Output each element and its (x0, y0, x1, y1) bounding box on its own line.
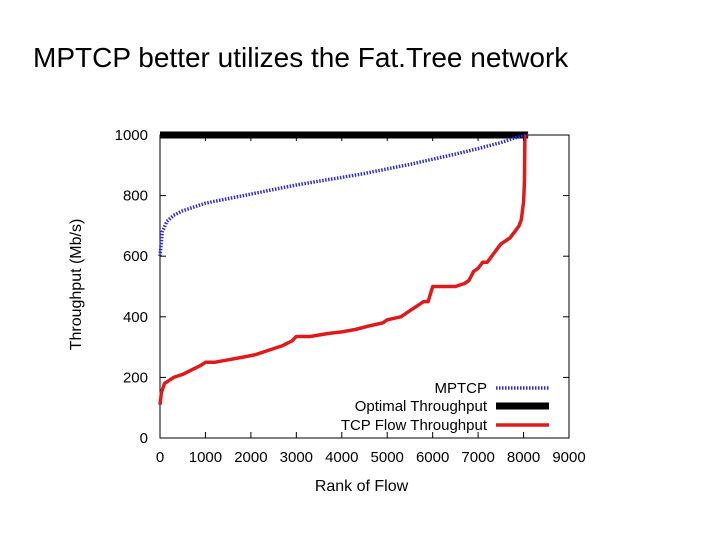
slide-title: MPTCP better utilizes the Fat.Tree netwo… (33, 42, 569, 73)
plot-frame (159, 134, 570, 439)
plot-border (159, 134, 570, 439)
y-tick-label: 600 (123, 248, 148, 265)
x-tick-label: 1000 (189, 449, 222, 466)
y-tick-label: 0 (140, 430, 148, 447)
y-tick-label: 800 (123, 188, 148, 205)
x-tick-label: 6000 (416, 449, 449, 466)
x-tick-label: 5000 (371, 449, 404, 466)
x-tick-label: 9000 (552, 449, 585, 466)
x-tick-label: 8000 (507, 449, 540, 466)
y-tick-label: 1000 (115, 127, 148, 144)
x-axis-label: Rank of Flow (315, 478, 409, 495)
ticks-layer: 0 1000 2000 3000 4000 5000 6000 7000 8000 9000 0 20… (115, 127, 586, 466)
series-line-mptcp (158, 133, 529, 257)
x-tick-label: 0 (156, 449, 164, 466)
x-tick-label: 2000 (234, 449, 267, 466)
y-axis-label: Throughput (Mb/s) (68, 219, 85, 351)
x-tick-label: 7000 (461, 449, 494, 466)
legend-label: MPTCP (435, 380, 488, 397)
x-tick-label: 4000 (325, 449, 358, 466)
y-tick-label: 400 (123, 309, 148, 326)
legend-label: Optimal Throughput (355, 398, 488, 415)
series-line-tcp-flow-throughput (158, 134, 527, 405)
y-tick-label: 200 (123, 369, 148, 386)
x-tick-label: 3000 (280, 449, 313, 466)
legend-label: TCP Flow Throughput (341, 417, 488, 434)
series-layer (158, 131, 529, 405)
